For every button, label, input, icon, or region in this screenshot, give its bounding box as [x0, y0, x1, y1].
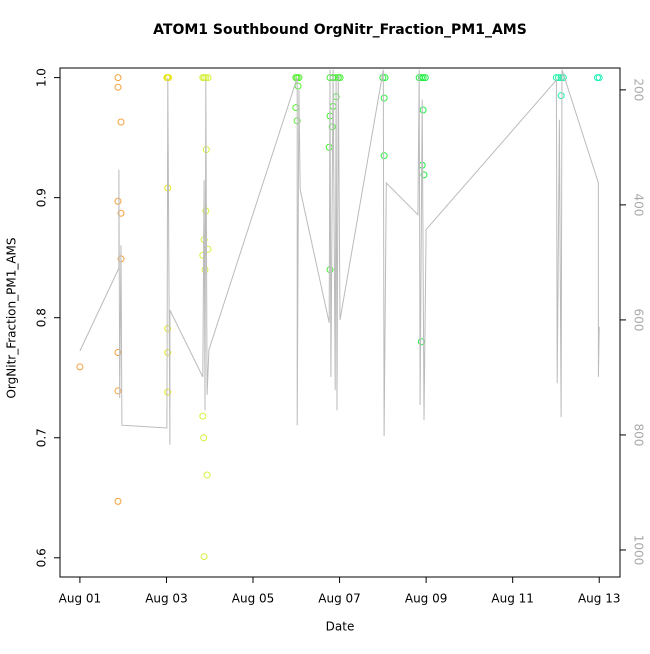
x-tick-label: Aug 03: [145, 592, 188, 606]
data-point: [326, 266, 334, 274]
data-point: [164, 349, 172, 357]
data-point: [117, 118, 125, 126]
x-tick-label: Aug 01: [59, 592, 102, 606]
x-tick-label: Aug 11: [491, 592, 534, 606]
data-point: [380, 152, 388, 160]
data-point: [380, 94, 388, 102]
x-tick-label: Aug 13: [578, 592, 621, 606]
data-point: [557, 92, 565, 100]
data-point: [117, 209, 125, 217]
data-point: [595, 74, 603, 82]
data-point: [114, 74, 122, 82]
data-point: [114, 197, 122, 205]
data-point: [164, 325, 172, 333]
data-point: [336, 74, 344, 82]
y2-tick-label: 400: [632, 193, 646, 216]
data-point: [419, 74, 427, 82]
y2-tick-label: 600: [632, 308, 646, 331]
data-point: [200, 553, 208, 561]
data-point: [114, 349, 122, 357]
data-point: [114, 387, 122, 395]
x-axis-label: Date: [326, 620, 355, 634]
data-point: [114, 83, 122, 91]
y-tick-label: 0.7: [35, 428, 49, 447]
x-tick-label: Aug 09: [405, 592, 448, 606]
data-point: [164, 388, 172, 396]
chart-title: ATOM1 Southbound OrgNitr_Fraction_PM1_AM…: [153, 22, 527, 38]
data-point: [295, 74, 303, 82]
x-tick-label: Aug 05: [232, 592, 275, 606]
y-tick-label: 0.8: [35, 308, 49, 327]
data-point: [114, 497, 122, 505]
data-point: [203, 471, 211, 479]
series-line: [79, 69, 600, 445]
data-point: [204, 74, 212, 82]
data-point: [420, 171, 428, 179]
data-point: [199, 412, 207, 420]
y2-tick-label: 800: [632, 423, 646, 446]
y-tick-label: 0.9: [35, 188, 49, 207]
data-point: [421, 74, 429, 82]
x-tick-label: Aug 07: [318, 592, 361, 606]
data-point: [200, 434, 208, 442]
data-point: [419, 106, 427, 114]
data-point: [417, 338, 425, 346]
y-tick-label: 0.6: [35, 548, 49, 567]
y2-tick-label: 200: [632, 78, 646, 101]
data-point: [165, 74, 173, 82]
y-tick-label: 1.0: [35, 68, 49, 87]
plot-area: [76, 69, 603, 561]
y-axis-label: OrgNitr_Fraction_PM1_AMS: [5, 237, 19, 398]
data-point: [76, 363, 84, 371]
y2-tick-label: 1000: [632, 535, 646, 566]
